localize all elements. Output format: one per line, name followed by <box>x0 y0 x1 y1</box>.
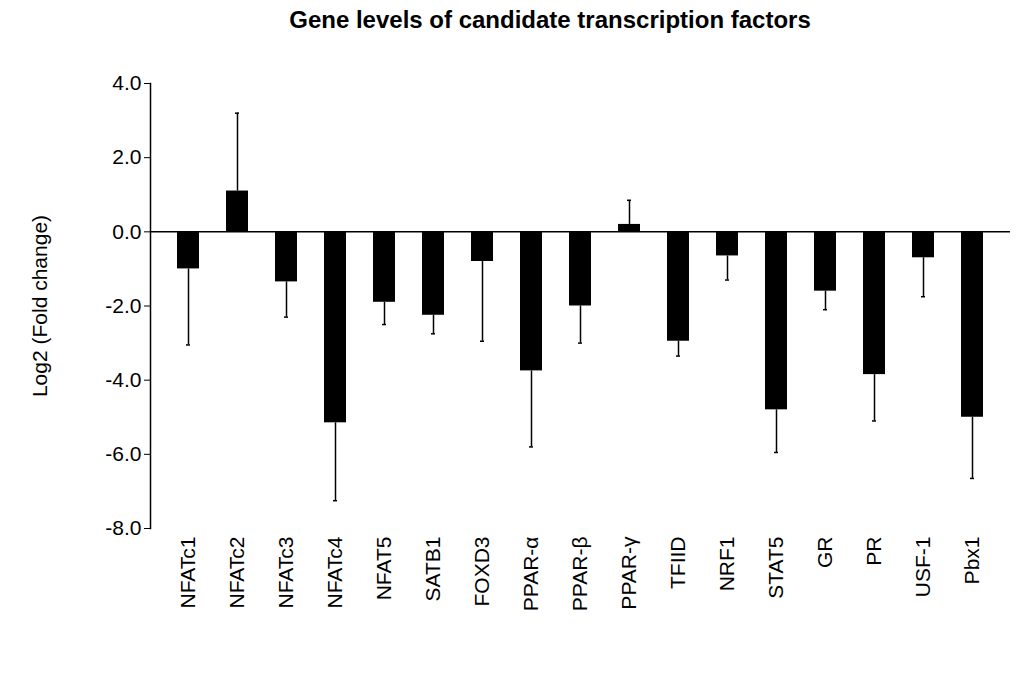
svg-text:PPAR-γ: PPAR-γ <box>617 536 640 610</box>
svg-text:-8.0: -8.0 <box>105 516 141 539</box>
svg-text:NFATc4: NFATc4 <box>323 536 346 608</box>
svg-text:Log2 (Fold change): Log2 (Fold change) <box>28 215 51 397</box>
svg-text:-4.0: -4.0 <box>105 368 141 391</box>
svg-text:2.0: 2.0 <box>112 145 141 168</box>
svg-text:-2.0: -2.0 <box>105 294 141 317</box>
svg-text:USF-1: USF-1 <box>911 537 934 598</box>
svg-text:NFATc1: NFATc1 <box>176 537 199 609</box>
svg-text:NFATc2: NFATc2 <box>225 537 248 609</box>
svg-text:STAT5: STAT5 <box>764 537 787 599</box>
svg-text:NRF1: NRF1 <box>715 537 738 592</box>
html-text:Gene levels of candidate trans: Gene levels of candidate transcription f… <box>289 6 811 33</box>
svg-text:TFIID: TFIID <box>666 537 689 590</box>
svg-text:0.0: 0.0 <box>112 220 141 243</box>
svg-text:SATB1: SATB1 <box>421 537 444 602</box>
svg-text:PR: PR <box>862 537 885 566</box>
svg-text:PPAR-β: PPAR-β <box>568 537 591 612</box>
svg-text:NFAT5: NFAT5 <box>372 537 395 601</box>
svg-text:FOXD3: FOXD3 <box>470 537 493 607</box>
svg-text:NFATc3: NFATc3 <box>274 537 297 609</box>
svg-text:PPAR-α: PPAR-α <box>519 537 542 612</box>
svg-text:-6.0: -6.0 <box>105 442 141 465</box>
svg-text:Pbx1: Pbx1 <box>960 537 983 585</box>
svg-text:4.0: 4.0 <box>112 71 141 94</box>
svg-text:GR: GR <box>813 537 836 569</box>
